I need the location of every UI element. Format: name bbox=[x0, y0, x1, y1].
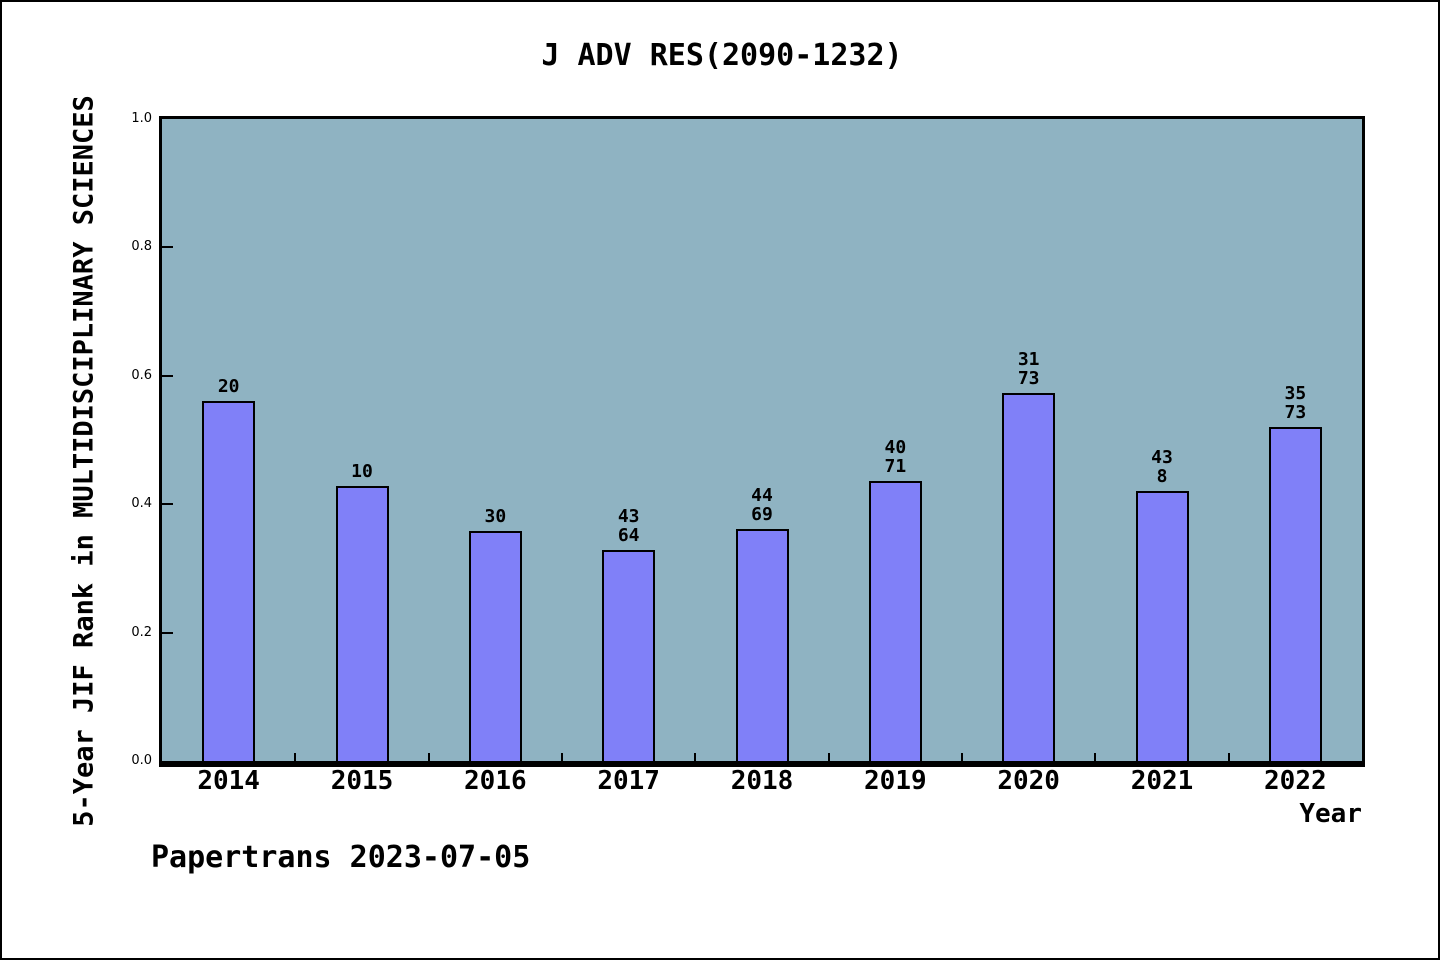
bar-2014 bbox=[202, 401, 256, 761]
y-tick-mark bbox=[162, 503, 173, 506]
y-tick-label: 0.0 bbox=[131, 753, 152, 768]
watermark-text: Papertrans 2023-07-05 bbox=[151, 840, 531, 875]
bar-2022 bbox=[1268, 427, 1322, 761]
chart-title: J ADV RES(2090-1232) bbox=[541, 38, 903, 73]
bar-value-label-2014: 20 bbox=[217, 376, 240, 398]
y-axis-label: 5-Year JIF Rank in MULTIDISCIPLINARY SCI… bbox=[68, 95, 100, 827]
y-tick-label: 0.4 bbox=[131, 496, 152, 512]
x-minor-tick bbox=[827, 753, 830, 761]
y-tick-mark bbox=[162, 631, 173, 634]
y-tick-label: 0.6 bbox=[131, 367, 152, 383]
y-tick-label: 0.8 bbox=[131, 239, 152, 255]
x-minor-tick bbox=[1094, 753, 1097, 761]
x-tick-label-2018: 2018 bbox=[730, 766, 794, 796]
x-axis-label: Year bbox=[1299, 799, 1362, 829]
x-tick-label-2017: 2017 bbox=[597, 766, 660, 796]
x-minor-tick bbox=[561, 753, 563, 761]
x-tick-label-2020: 2020 bbox=[997, 766, 1060, 796]
bar-2019 bbox=[868, 481, 922, 761]
y-tick-label: 1.0 bbox=[131, 111, 152, 126]
x-tick-label-2016: 2016 bbox=[464, 766, 527, 796]
x-minor-tick bbox=[694, 753, 697, 761]
bar-value-label-2022: 35 73 bbox=[1284, 383, 1307, 424]
x-tick-label-2021: 2021 bbox=[1130, 766, 1194, 796]
bar-value-label-2016: 30 bbox=[484, 505, 507, 527]
x-tick-label-2014: 2014 bbox=[197, 766, 260, 796]
bar-value-label-2021: 43 8 bbox=[1151, 447, 1173, 488]
plot-area: 20 10 30 43 64 44 69 40 71 31 73 43 8 35 73 bbox=[159, 116, 1365, 767]
bar-2021 bbox=[1135, 491, 1189, 761]
y-tick-mark bbox=[162, 374, 173, 377]
x-minor-tick bbox=[427, 753, 430, 761]
bar-value-label-2015: 10 bbox=[351, 461, 373, 483]
bar-2015 bbox=[335, 486, 389, 761]
bar-2017 bbox=[602, 550, 656, 761]
y-tick-label: 0.2 bbox=[131, 624, 152, 640]
y-tick-mark bbox=[162, 246, 173, 249]
bar-2016 bbox=[468, 530, 522, 761]
x-minor-tick bbox=[294, 753, 297, 761]
bar-value-label-2018: 44 69 bbox=[751, 485, 773, 526]
bar-2018 bbox=[735, 529, 789, 761]
x-minor-tick bbox=[961, 753, 963, 761]
x-tick-label-2019: 2019 bbox=[864, 766, 927, 796]
x-tick-label-2022: 2022 bbox=[1264, 766, 1327, 796]
x-tick-label-2015: 2015 bbox=[330, 766, 394, 796]
bar-value-label-2019: 40 71 bbox=[884, 437, 907, 478]
bar-value-label-2020: 31 73 bbox=[1017, 348, 1040, 389]
bar-value-label-2017: 43 64 bbox=[617, 506, 640, 547]
bar-2020 bbox=[1002, 392, 1056, 761]
x-minor-tick bbox=[1227, 753, 1230, 761]
